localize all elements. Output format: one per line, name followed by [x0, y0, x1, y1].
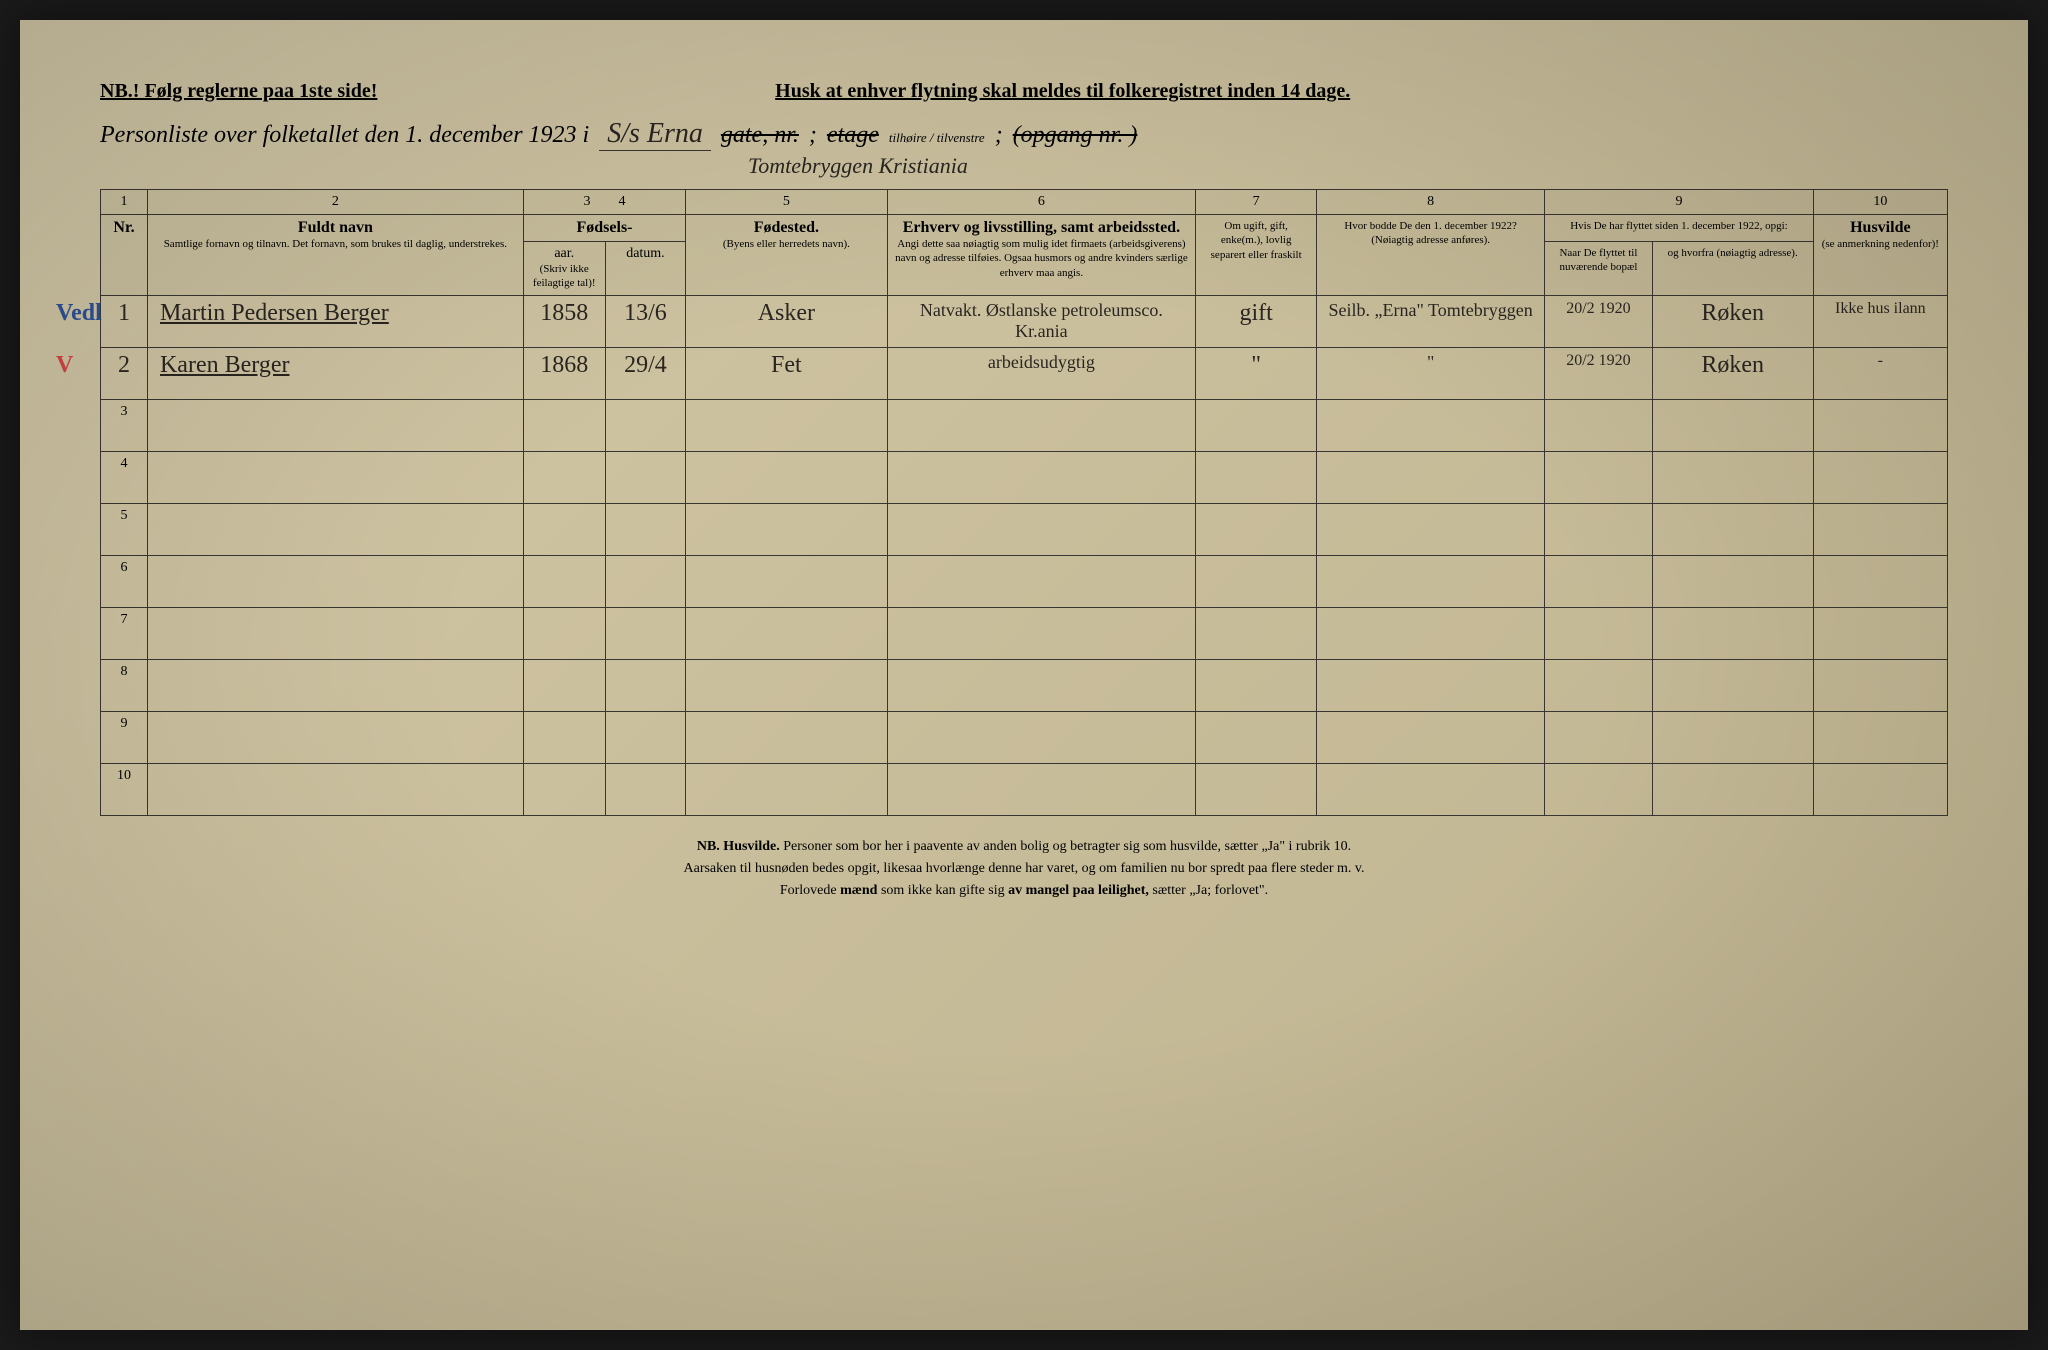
header-birthplace: Fødested. (Byens eller herredets navn).: [686, 215, 887, 296]
footer-line-3: Forlovede mænd som ikke kan gifte sig av…: [100, 880, 1948, 902]
col-num-2: 2: [147, 190, 523, 215]
row-number: 5: [101, 503, 148, 555]
header-main-row: Nr. Fuldt navn Samtlige fornavn og tilna…: [101, 215, 1948, 242]
cell-homeless: -: [1813, 347, 1947, 399]
table-row: Vedl1 Martin Pedersen Berger 1858 13/6 A…: [101, 295, 1948, 347]
title-prefix: Personliste over folketallet den 1. dece…: [100, 122, 589, 149]
cell-birth-date: 13/6: [605, 295, 686, 347]
header-moved: Hvis De har flyttet siden 1. december 19…: [1545, 215, 1813, 242]
opgang-label: (opgang nr. ): [1013, 122, 1138, 149]
cell-birth-date: 29/4: [605, 347, 686, 399]
table-row-empty: 3: [101, 399, 1948, 451]
table-row-empty: 4: [101, 451, 1948, 503]
row-number: 6: [101, 555, 148, 607]
header-birth: Fødsels-: [523, 215, 685, 242]
table-row-empty: 6: [101, 555, 1948, 607]
cell-marital: gift: [1196, 295, 1317, 347]
cell-birthplace: Fet: [686, 347, 887, 399]
col-num-5: 5: [686, 190, 887, 215]
header-moved-when: Naar De flyttet til nuværende bopæl: [1545, 242, 1652, 296]
col-num-9: 9: [1545, 190, 1813, 215]
cell-moved-when: 20/2 1920: [1545, 295, 1652, 347]
row-number: 7: [101, 607, 148, 659]
header-birth-date: datum.: [605, 242, 686, 296]
table-body: Vedl1 Martin Pedersen Berger 1858 13/6 A…: [101, 295, 1948, 815]
header-row: NB.! Følg reglerne paa 1ste side! Husk a…: [100, 80, 1948, 103]
header-prev-address: Hvor bodde De den 1. december 1922? (Nøi…: [1317, 215, 1545, 296]
header-moved-from: og hvorfra (nøiagtig adresse).: [1652, 242, 1813, 296]
table-row-empty: 7: [101, 607, 1948, 659]
footer-line-2: Aarsaken til husnøden bedes opgit, likes…: [100, 858, 1948, 880]
header-marital: Om ugift, gift, enke(m.), lovlig separer…: [1196, 215, 1317, 296]
margin-note: V: [56, 352, 73, 379]
table-row-empty: 8: [101, 659, 1948, 711]
col-num-6: 6: [887, 190, 1196, 215]
table-header: 1 2 3 4 5 6 7 8 9 10 Nr. Fuldt navn Samt…: [101, 190, 1948, 296]
reminder-text: Husk at enhver flytning skal meldes til …: [775, 80, 1350, 103]
cell-occupation: Natvakt. Østlanske petroleumsco. Kr.ania: [887, 295, 1196, 347]
cell-moved-from: Røken: [1652, 347, 1813, 399]
cell-birthplace: Asker: [686, 295, 887, 347]
census-document: NB.! Følg reglerne paa 1ste side! Husk a…: [20, 20, 2028, 1330]
location-field-1: S/s Erna: [599, 118, 711, 151]
cell-homeless: Ikke hus ilann: [1813, 295, 1947, 347]
cell-moved-from: Røken: [1652, 295, 1813, 347]
nb-instruction: NB.! Følg reglerne paa 1ste side!: [100, 80, 377, 103]
table-row-empty: 10: [101, 763, 1948, 815]
cell-birth-year: 1858: [523, 295, 605, 347]
etage-label: etage: [827, 122, 879, 149]
col-num-1: 1: [101, 190, 148, 215]
col-num-3-4: 3 4: [523, 190, 685, 215]
header-birth-year: aar. (Skriv ikke feilagtige tal)!: [523, 242, 605, 296]
row-number: V2: [101, 347, 148, 399]
footer-line-1: NB. Husvilde. Personer som bor her i paa…: [100, 836, 1948, 858]
cell-occupation: arbeidsudygtig: [887, 347, 1196, 399]
row-number: 3: [101, 399, 148, 451]
cell-marital: ": [1196, 347, 1317, 399]
gate-label: gate, nr.: [721, 122, 799, 149]
col-num-7: 7: [1196, 190, 1317, 215]
header-homeless: Husvilde (se anmerkning nedenfor)!: [1813, 215, 1947, 296]
footer-notes: NB. Husvilde. Personer som bor her i paa…: [100, 836, 1948, 903]
row-number: 4: [101, 451, 148, 503]
cell-prev-address: Seilb. „Erna" Tomtebryggen: [1317, 295, 1545, 347]
table-row-empty: 9: [101, 711, 1948, 763]
row-number: 9: [101, 711, 148, 763]
header-nr: Nr.: [101, 215, 148, 296]
column-number-row: 1 2 3 4 5 6 7 8 9 10: [101, 190, 1948, 215]
location-field-2: Tomtebryggen Kristiania: [740, 153, 976, 179]
title-row: Personliste over folketallet den 1. dece…: [100, 118, 1948, 151]
cell-name: Karen Berger: [147, 347, 523, 399]
cell-moved-when: 20/2 1920: [1545, 347, 1652, 399]
table-row-empty: 5: [101, 503, 1948, 555]
cell-prev-address: ": [1317, 347, 1545, 399]
row-number: Vedl1: [101, 295, 148, 347]
cell-birth-year: 1868: [523, 347, 605, 399]
cell-name: Martin Pedersen Berger: [147, 295, 523, 347]
row-number: 10: [101, 763, 148, 815]
header-occupation: Erhverv og livsstilling, samt arbeidsste…: [887, 215, 1196, 296]
table-row: V2 Karen Berger 1868 29/4 Fet arbeidsudy…: [101, 347, 1948, 399]
census-table: 1 2 3 4 5 6 7 8 9 10 Nr. Fuldt navn Samt…: [100, 189, 1948, 816]
header-name: Fuldt navn Samtlige fornavn og tilnavn. …: [147, 215, 523, 296]
side-labels: tilhøire / tilvenstre: [889, 130, 985, 146]
col-num-10: 10: [1813, 190, 1947, 215]
col-num-8: 8: [1317, 190, 1545, 215]
margin-note: Vedl: [56, 300, 102, 327]
row-number: 8: [101, 659, 148, 711]
